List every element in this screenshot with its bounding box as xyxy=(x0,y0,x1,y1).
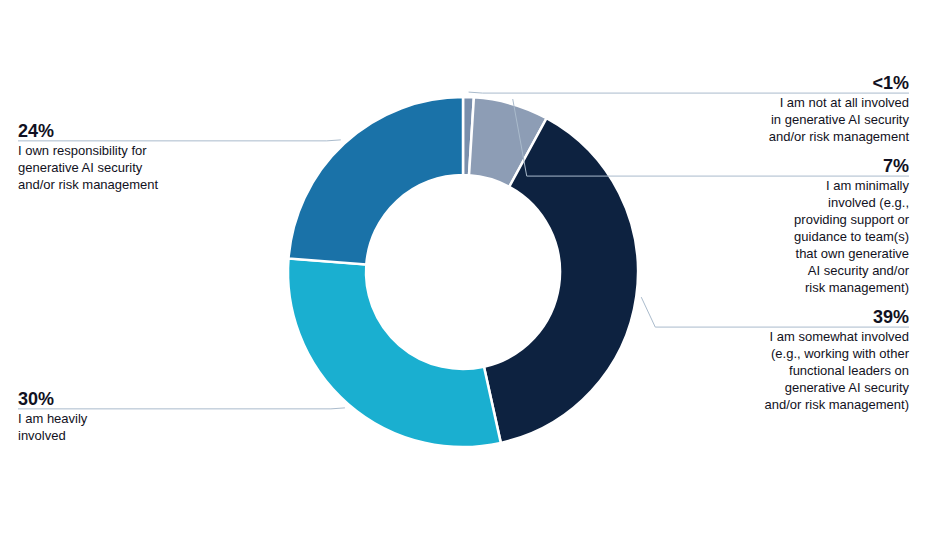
svg-text:I am heavilyinvolved: I am heavilyinvolved xyxy=(18,411,88,443)
svg-text:24%: 24% xyxy=(18,121,54,141)
svg-text:I own responsibility forgenera: I own responsibility forgenerative AI se… xyxy=(18,143,159,192)
svg-text:<1%: <1% xyxy=(872,73,909,93)
svg-text:7%: 7% xyxy=(883,156,909,176)
svg-text:I am not at all involvedin gen: I am not at all involvedin generative AI… xyxy=(769,95,910,144)
svg-text:30%: 30% xyxy=(18,389,54,409)
svg-text:I am minimallyinvolved (e.g.,p: I am minimallyinvolved (e.g.,providing s… xyxy=(794,178,910,295)
svg-text:39%: 39% xyxy=(873,307,909,327)
svg-text:I am somewhat involved(e.g., w: I am somewhat involved(e.g., working wit… xyxy=(764,329,909,412)
